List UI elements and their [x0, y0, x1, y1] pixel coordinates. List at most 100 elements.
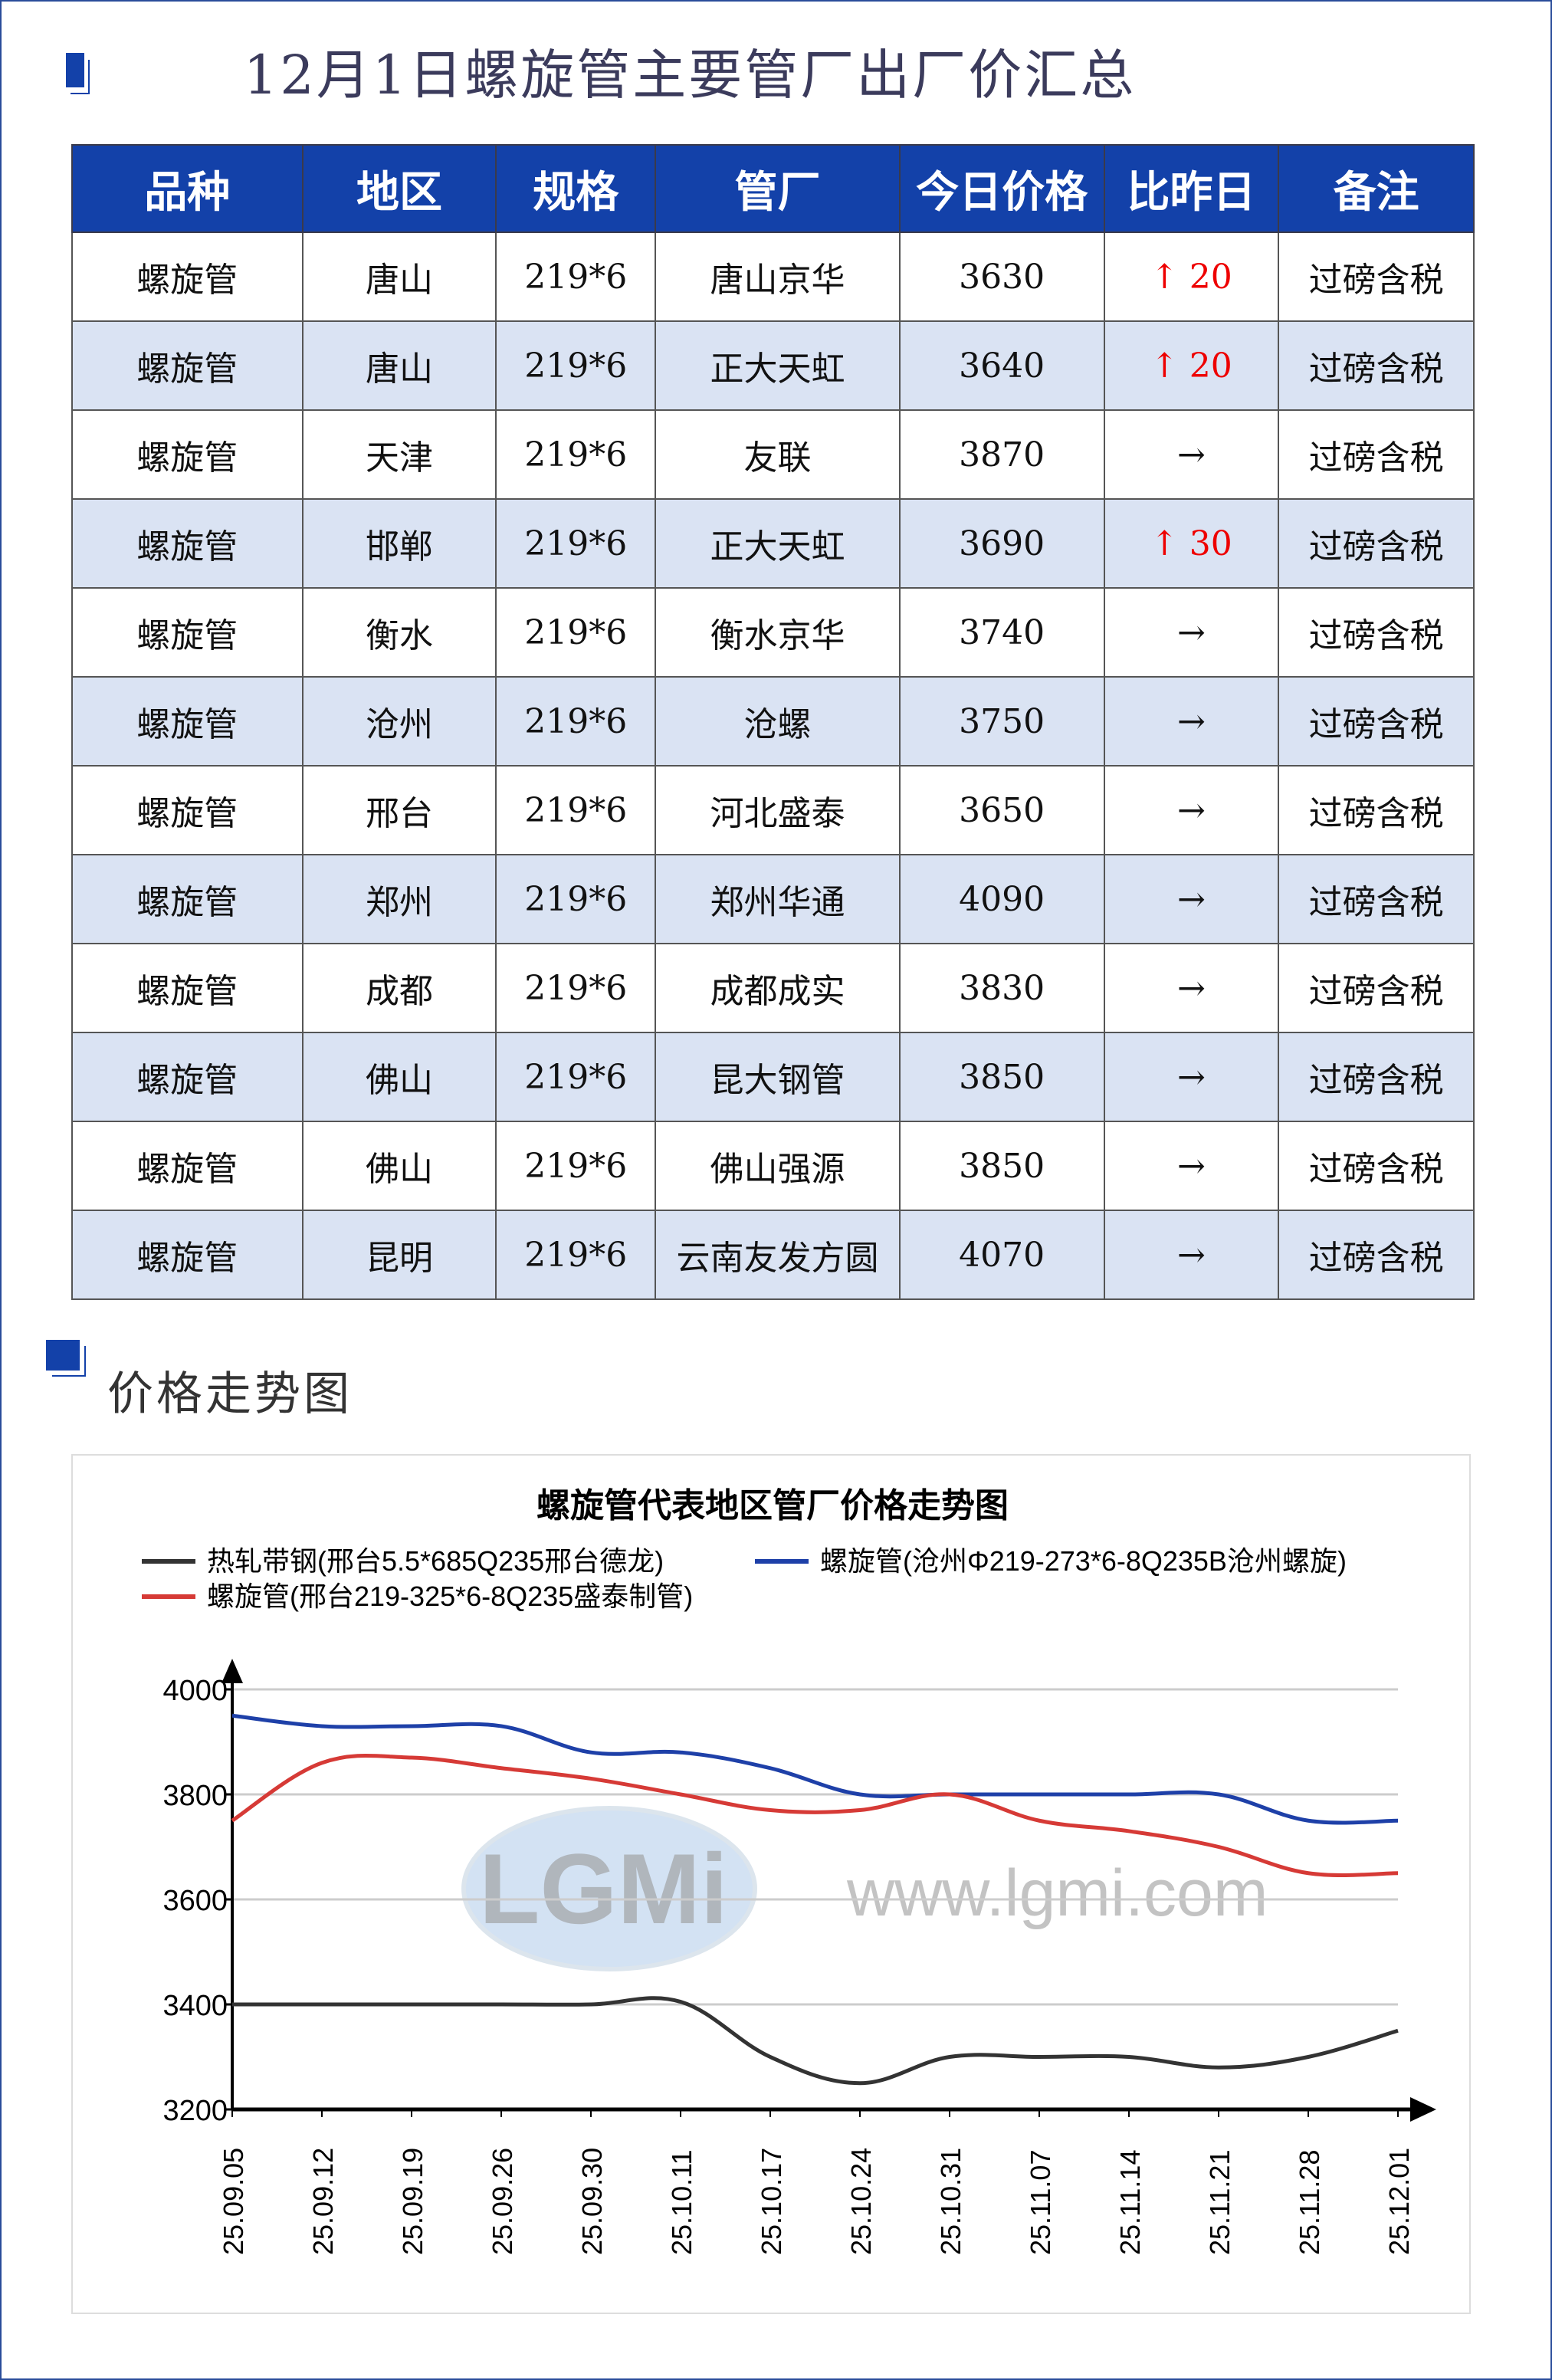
table-cell: 郑州: [301, 854, 497, 944]
table-row: 螺旋管 沧州 219*6 沧螺 3750 → 过磅含税: [71, 676, 1475, 767]
table-cell: →: [1103, 587, 1280, 678]
column-header: 规格: [495, 144, 657, 233]
table-cell: 3870: [898, 409, 1105, 500]
table-cell: 过磅含税: [1278, 765, 1475, 855]
table-cell: ↑ 20: [1103, 231, 1280, 322]
table-cell: 唐山: [301, 320, 497, 411]
table-row: 螺旋管 佛山 219*6 佛山强源 3850 → 过磅含税: [71, 1121, 1475, 1211]
column-header: 备注: [1278, 144, 1475, 233]
table-cell: 螺旋管: [71, 765, 304, 855]
table-cell: 成都: [301, 943, 497, 1033]
table-cell: 3640: [898, 320, 1105, 411]
table-cell: 沧州: [301, 676, 497, 767]
table-cell: →: [1103, 409, 1280, 500]
table-cell: 219*6: [495, 1121, 657, 1211]
table-cell: 友联: [655, 409, 901, 500]
table-cell: 唐山京华: [655, 231, 901, 322]
table-cell: 过磅含税: [1278, 943, 1475, 1033]
table-cell: 219*6: [495, 1210, 657, 1300]
x-tick-label: 25.11.21: [1204, 2150, 1235, 2255]
trend-chart: 螺旋管代表地区管厂价格走势图 热轧带钢(邢台5.5*685Q235邢台德龙) 螺旋管…: [71, 1454, 1471, 2314]
table-cell: 219*6: [495, 231, 657, 322]
table-cell: 昆明: [301, 1210, 497, 1300]
table-cell: 过磅含税: [1278, 676, 1475, 767]
table-cell: 正大天虹: [655, 320, 901, 411]
legend-label: 螺旋管(邢台219-325*6-8Q235盛泰制管): [207, 1581, 693, 1612]
table-cell: 219*6: [495, 320, 657, 411]
table-cell: 过磅含税: [1278, 854, 1475, 944]
table-cell: 4070: [898, 1210, 1105, 1300]
x-tick-label: 25.09.12: [307, 2148, 339, 2255]
table-cell: 郑州华通: [655, 854, 901, 944]
table-row: 螺旋管 成都 219*6 成都成实 3830 → 过磅含税: [71, 943, 1475, 1033]
table-cell: 螺旋管: [71, 409, 304, 500]
table-cell: 219*6: [495, 854, 657, 944]
table-cell: 3740: [898, 587, 1105, 678]
table-cell: 正大天虹: [655, 498, 901, 589]
table-cell: 螺旋管: [71, 320, 304, 411]
table-cell: 219*6: [495, 1032, 657, 1122]
table-cell: 螺旋管: [71, 854, 304, 944]
table-row: 螺旋管 邯郸 219*6 正大天虹 3690 ↑ 30 过磅含税: [71, 498, 1475, 589]
table-cell: 昆大钢管: [655, 1032, 901, 1122]
watermark-logo-text: LGMi: [479, 1833, 728, 1945]
table-row: 螺旋管 衡水 219*6 衡水京华 3740 → 过磅含税: [71, 587, 1475, 678]
table-row: 螺旋管 邢台 219*6 河北盛泰 3650 → 过磅含税: [71, 765, 1475, 855]
table-cell: 过磅含税: [1278, 498, 1475, 589]
table-cell: 螺旋管: [71, 943, 304, 1033]
table-cell: 过磅含税: [1278, 1032, 1475, 1122]
table-cell: ↑ 30: [1103, 498, 1280, 589]
table-row: 螺旋管 郑州 219*6 郑州华通 4090 → 过磅含税: [71, 854, 1475, 944]
table-cell: 219*6: [495, 409, 657, 500]
table-cell: 3850: [898, 1032, 1105, 1122]
x-tick-label: 25.09.19: [397, 2148, 428, 2255]
table-cell: 螺旋管: [71, 1210, 304, 1300]
table-cell: →: [1103, 943, 1280, 1033]
price-table: 品种 地区 规格 管厂 今日价格 比昨日 备注 螺旋管 唐山 219*6 唐山京华 3630 ↑ 20…: [71, 144, 1475, 1300]
x-axis-arrow: [1410, 2097, 1436, 2122]
watermark-url: www.lgmi.com: [846, 1856, 1268, 1930]
table-cell: →: [1103, 676, 1280, 767]
column-header: 管厂: [655, 144, 901, 233]
x-tick-label: 25.09.30: [576, 2148, 608, 2255]
section-heading: 价格走势图: [46, 1340, 353, 1423]
table-row: 螺旋管 唐山 219*6 正大天虹 3640 ↑ 20 过磅含税: [71, 320, 1475, 411]
table-cell: →: [1103, 854, 1280, 944]
table-row: 螺旋管 佛山 219*6 昆大钢管 3850 → 过磅含税: [71, 1032, 1475, 1122]
table-cell: 3750: [898, 676, 1105, 767]
table-cell: 219*6: [495, 498, 657, 589]
table-cell: 佛山强源: [655, 1121, 901, 1211]
table-cell: 螺旋管: [71, 676, 304, 767]
x-tick-label: 25.10.11: [666, 2150, 697, 2255]
table-cell: 佛山: [301, 1121, 497, 1211]
table-cell: 3830: [898, 943, 1105, 1033]
table-cell: 河北盛泰: [655, 765, 901, 855]
table-cell: 螺旋管: [71, 1121, 304, 1211]
table-cell: 邯郸: [301, 498, 497, 589]
table-cell: 佛山: [301, 1032, 497, 1122]
table-cell: 219*6: [495, 587, 657, 678]
table-cell: 过磅含税: [1278, 320, 1475, 411]
table-cell: 219*6: [495, 765, 657, 855]
table-cell: →: [1103, 765, 1280, 855]
x-tick-label: 25.10.24: [845, 2148, 877, 2255]
y-tick-label: 3200: [162, 2095, 228, 2127]
table-cell: 螺旋管: [71, 1032, 304, 1122]
series-line: [231, 1713, 1399, 1825]
table-cell: 螺旋管: [71, 231, 304, 322]
table-cell: 3650: [898, 765, 1105, 855]
series-line: [231, 1754, 1399, 1877]
table-cell: 219*6: [495, 943, 657, 1033]
table-cell: 螺旋管: [71, 498, 304, 589]
table-cell: 3630: [898, 231, 1105, 322]
table-cell: 天津: [301, 409, 497, 500]
table-cell: →: [1103, 1210, 1280, 1300]
series-line: [232, 1996, 1399, 2086]
chart-title: 螺旋管代表地区管厂价格走势图: [536, 1487, 1009, 1525]
table-row: 螺旋管 唐山 219*6 唐山京华 3630 ↑ 20 过磅含税: [71, 231, 1475, 322]
table-row: 螺旋管 天津 219*6 友联 3870 → 过磅含税: [71, 409, 1475, 500]
table-cell: 过磅含税: [1278, 1121, 1475, 1211]
column-header: 比昨日: [1103, 144, 1280, 233]
